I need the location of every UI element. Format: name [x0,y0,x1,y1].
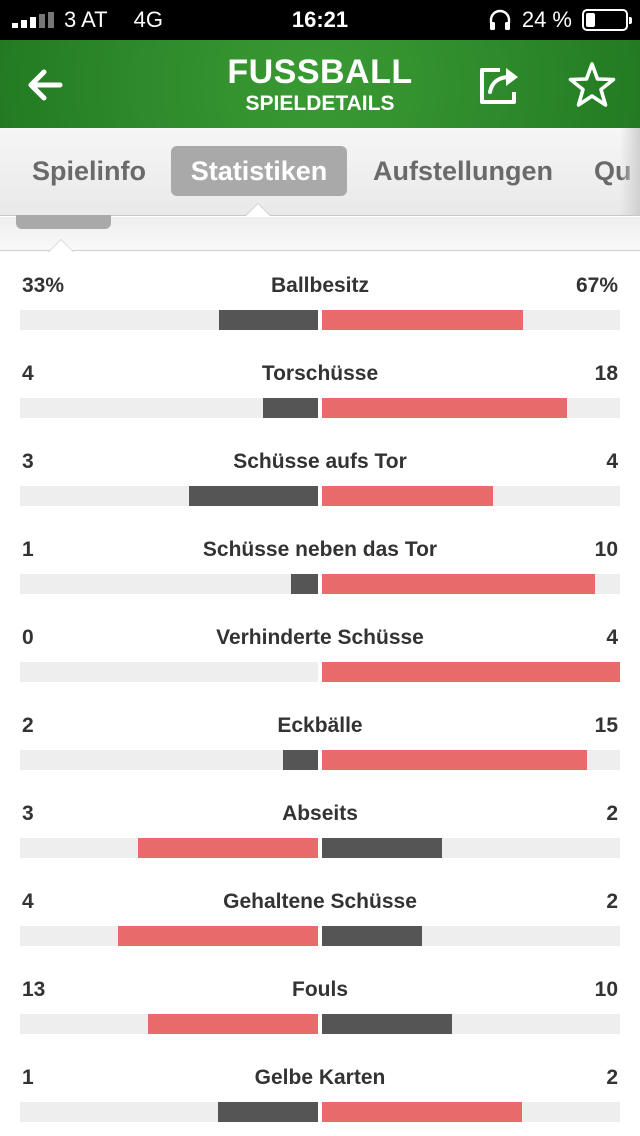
headphones-icon [489,9,511,30]
away-bar [322,750,587,770]
stat-home-value: 0 [22,626,34,649]
status-bar: 3 AT 4G 16:21 24 % [0,0,640,40]
stat-away-value: 10 [594,538,618,561]
stat-away-value: 4 [606,626,618,649]
stat-label: Verhinderte Schüsse [216,626,424,649]
stat-home-value: 2 [22,714,34,737]
home-bar [148,1014,318,1034]
home-bar [219,310,318,330]
stat-away-value: 10 [594,978,618,1001]
away-bar [322,310,523,330]
stat-label: Abseits [282,802,358,825]
stat-label: Schüsse neben das Tor [202,538,438,561]
stat-comparison-bar [20,1014,620,1034]
battery-icon [582,9,632,31]
home-bar [282,750,318,770]
signal-strength-icon [12,12,54,28]
home-bar [263,398,318,418]
tab-statistiken[interactable]: Statistiken [171,146,347,196]
active-tab-pointer [245,203,271,216]
stat-home-value: 33% [22,274,65,297]
stat-row: 4 Torschüsse 18 [0,350,640,438]
stat-comparison-bar [20,838,620,858]
stat-home-value: 3 [22,450,34,473]
sub-tab-pointer [48,239,74,252]
network-type: 4G [133,7,163,32]
stat-away-value: 18 [594,362,618,385]
away-bar [322,662,620,682]
stat-label: Gehaltene Schüsse [223,890,417,913]
stat-comparison-bar [20,750,620,770]
stat-label: Fouls [292,978,348,1001]
battery-percentage: 24 % [521,7,572,32]
stat-away-value: 2 [606,890,618,913]
stat-row: 3 Abseits 2 [0,790,640,878]
home-bar [118,926,318,946]
away-bar [322,926,422,946]
stat-home-value: 1 [22,1066,34,1089]
stat-row: 1 Gelbe Karten 2 [0,1054,640,1136]
page-subtitle: SPIELDETAILS [245,92,395,115]
stat-away-value: 2 [606,1066,618,1089]
stat-home-value: 4 [22,362,34,385]
home-bar [138,838,318,858]
home-bar [290,574,318,594]
star-icon[interactable] [566,60,618,110]
stat-away-value: 4 [606,450,618,473]
stat-comparison-bar [20,662,620,682]
back-arrow-icon[interactable] [22,62,68,108]
stat-label: Gelbe Karten [254,1066,386,1089]
home-bar [218,1102,318,1122]
away-bar [322,574,595,594]
stat-label: Eckbälle [277,714,363,737]
stat-comparison-bar [20,1102,620,1122]
away-bar [322,838,442,858]
stat-home-value: 13 [22,978,46,1001]
sub-tab-selected[interactable] [16,215,111,229]
stat-row: 2 Eckbälle 15 [0,702,640,790]
stat-comparison-bar [20,926,620,946]
stat-label: Schüsse aufs Tor [233,450,407,473]
away-bar [322,398,568,418]
stat-comparison-bar [20,486,620,506]
home-bar [189,486,318,506]
stat-label: Ballbesitz [270,274,370,297]
away-bar [322,1014,453,1034]
tab-spielinfo[interactable]: Spielinfo [32,156,146,186]
stat-away-value: 67% [575,274,618,297]
stat-home-value: 3 [22,802,34,825]
tab-bar: Spielinfo Statistiken Aufstellungen Qu [0,128,640,216]
carrier-name: 3 AT [64,7,108,32]
tabs-scroll-fade [620,128,640,215]
page-title: FUSSBALL [227,53,413,91]
stat-row: 33% Ballbesitz 67% [0,262,640,350]
stat-row: 3 Schüsse aufs Tor 4 [0,438,640,526]
stat-row: 13 Fouls 10 [0,966,640,1054]
sub-tab-strip [0,215,640,251]
away-bar [322,1102,522,1122]
stat-away-value: 2 [606,802,618,825]
stat-label: Torschüsse [261,362,379,385]
stat-comparison-bar [20,574,620,594]
away-bar [322,486,494,506]
stat-row: 1 Schüsse neben das Tor 10 [0,526,640,614]
share-icon[interactable] [476,62,526,108]
app-header: FUSSBALL SPIELDETAILS [0,40,640,128]
tab-aufstellungen[interactable]: Aufstellungen [373,156,553,186]
stat-home-value: 4 [22,890,34,913]
stat-comparison-bar [20,398,620,418]
stat-comparison-bar [20,310,620,330]
stat-row: 0 Verhinderte Schüsse 4 [0,614,640,702]
stat-away-value: 15 [594,714,618,737]
stat-row: 4 Gehaltene Schüsse 2 [0,878,640,966]
stat-home-value: 1 [22,538,34,561]
